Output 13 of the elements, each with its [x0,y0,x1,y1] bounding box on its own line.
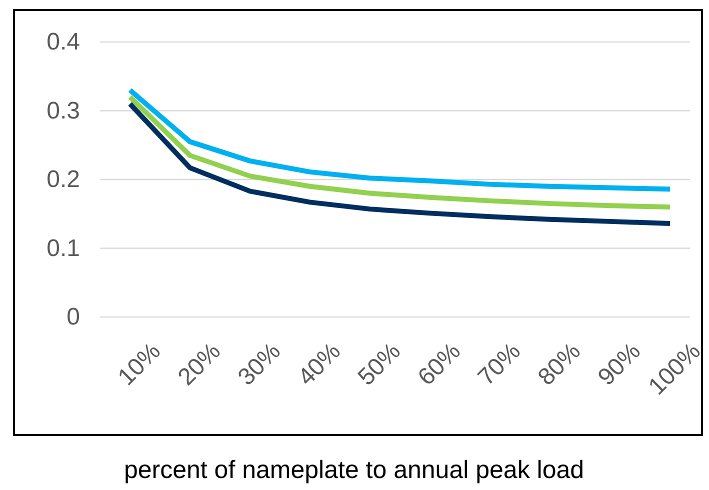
y-tick-label: 0.2 [46,166,80,194]
y-tick-label: 0 [66,304,80,331]
x-tick-label: 40% [292,338,346,391]
x-tick-label: 70% [472,338,526,391]
x-tick-label: 80% [532,338,586,391]
y-tick-label: 0.3 [46,97,80,124]
x-tick-label: 60% [412,338,466,391]
x-axis-title: percent of nameplate to annual peak load [124,456,584,484]
x-tick-label: 50% [352,338,406,391]
x-tick-label: 90% [592,338,646,391]
x-tick-label: 30% [232,338,286,391]
y-tick-label: 0.4 [46,28,80,56]
y-tick-label: 0.1 [46,234,80,262]
